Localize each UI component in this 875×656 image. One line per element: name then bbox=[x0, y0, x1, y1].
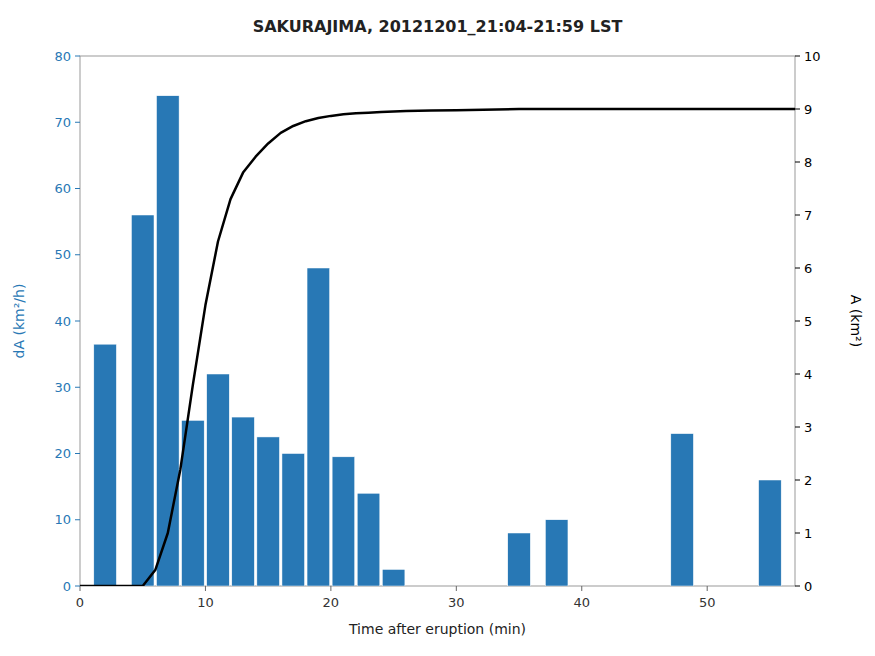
y-tick bbox=[75, 254, 80, 255]
y-tick-label: 70 bbox=[54, 115, 71, 130]
y2-tick-label: 8 bbox=[804, 155, 812, 170]
x-tick-label: 0 bbox=[76, 595, 84, 610]
y2-tick bbox=[795, 374, 800, 375]
bar bbox=[157, 96, 180, 586]
y2-tick-label: 6 bbox=[804, 261, 812, 276]
y-tick-label: 0 bbox=[63, 579, 71, 594]
y-tick bbox=[75, 56, 80, 57]
y2-tick bbox=[795, 427, 800, 428]
plot-frame bbox=[80, 56, 795, 586]
bar bbox=[207, 374, 230, 586]
bar bbox=[508, 533, 531, 586]
x-tick bbox=[205, 586, 206, 591]
y-tick bbox=[75, 122, 80, 123]
x-tick-label: 20 bbox=[323, 595, 340, 610]
cumulative-line bbox=[80, 109, 795, 586]
y2-tick bbox=[795, 162, 800, 163]
bar bbox=[332, 457, 355, 586]
bar bbox=[671, 434, 694, 586]
bar bbox=[307, 268, 330, 586]
x-tick-label: 40 bbox=[573, 595, 590, 610]
y2-tick bbox=[795, 109, 800, 110]
y2-tick-label: 0 bbox=[804, 579, 812, 594]
bar bbox=[232, 417, 255, 586]
x-axis-label: Time after eruption (min) bbox=[348, 621, 526, 637]
y2-tick-label: 9 bbox=[804, 102, 812, 117]
y2-tick-label: 3 bbox=[804, 420, 812, 435]
plot-area bbox=[80, 96, 795, 586]
y2-axis-label: A (km²) bbox=[848, 295, 864, 347]
y-tick bbox=[75, 519, 80, 520]
y-axis: 0 10 20 30 40 50 60 70 80 dA (km²/h) bbox=[11, 49, 80, 594]
y-tick-label: 30 bbox=[54, 380, 71, 395]
y-tick-label: 60 bbox=[54, 181, 71, 196]
y2-tick bbox=[795, 480, 800, 481]
y-tick bbox=[75, 188, 80, 189]
y-tick bbox=[75, 321, 80, 322]
y-tick-label: 50 bbox=[54, 247, 71, 262]
y2-tick-label: 7 bbox=[804, 208, 812, 223]
y2-tick bbox=[795, 321, 800, 322]
y2-tick-label: 4 bbox=[804, 367, 812, 382]
y2-tick-label: 2 bbox=[804, 473, 812, 488]
y-axis-label: dA (km²/h) bbox=[11, 284, 27, 359]
y2-tick bbox=[795, 268, 800, 269]
x-tick-label: 30 bbox=[448, 595, 465, 610]
x-tick-label: 50 bbox=[699, 595, 716, 610]
bar bbox=[94, 344, 117, 586]
bar bbox=[282, 454, 305, 587]
y2-axis: 0 1 2 3 4 5 6 7 8 9 10 A (km²) bbox=[795, 49, 864, 594]
bar bbox=[357, 493, 380, 586]
y-tick bbox=[75, 387, 80, 388]
bar bbox=[759, 480, 782, 586]
bar bbox=[545, 520, 568, 586]
x-tick bbox=[707, 586, 708, 591]
y2-tick-label: 5 bbox=[804, 314, 812, 329]
y2-tick-label: 10 bbox=[804, 49, 821, 64]
y2-tick bbox=[795, 586, 800, 587]
y-tick-label: 10 bbox=[54, 512, 71, 527]
y2-tick bbox=[795, 56, 800, 57]
y-tick bbox=[75, 453, 80, 454]
y2-tick-label: 1 bbox=[804, 526, 812, 541]
bar bbox=[131, 215, 154, 586]
x-tick-label: 10 bbox=[197, 595, 214, 610]
y-tick-label: 80 bbox=[54, 49, 71, 64]
x-tick bbox=[581, 586, 582, 591]
x-axis: 0 10 20 30 40 50 Time after eruption (min) bbox=[76, 586, 716, 637]
title: SAKURAJIMA, 20121201_21:04-21:59 LST bbox=[253, 17, 623, 36]
y-tick-label: 20 bbox=[54, 446, 71, 461]
bar bbox=[257, 437, 280, 586]
x-tick bbox=[330, 586, 331, 591]
x-tick bbox=[456, 586, 457, 591]
y-tick bbox=[75, 586, 80, 587]
y-tick-label: 40 bbox=[54, 314, 71, 329]
y2-tick bbox=[795, 215, 800, 216]
chart: 01020304050Time after eruption (min)0102… bbox=[0, 0, 875, 656]
y2-tick bbox=[795, 533, 800, 534]
x-tick bbox=[80, 586, 81, 591]
bar bbox=[382, 569, 405, 586]
